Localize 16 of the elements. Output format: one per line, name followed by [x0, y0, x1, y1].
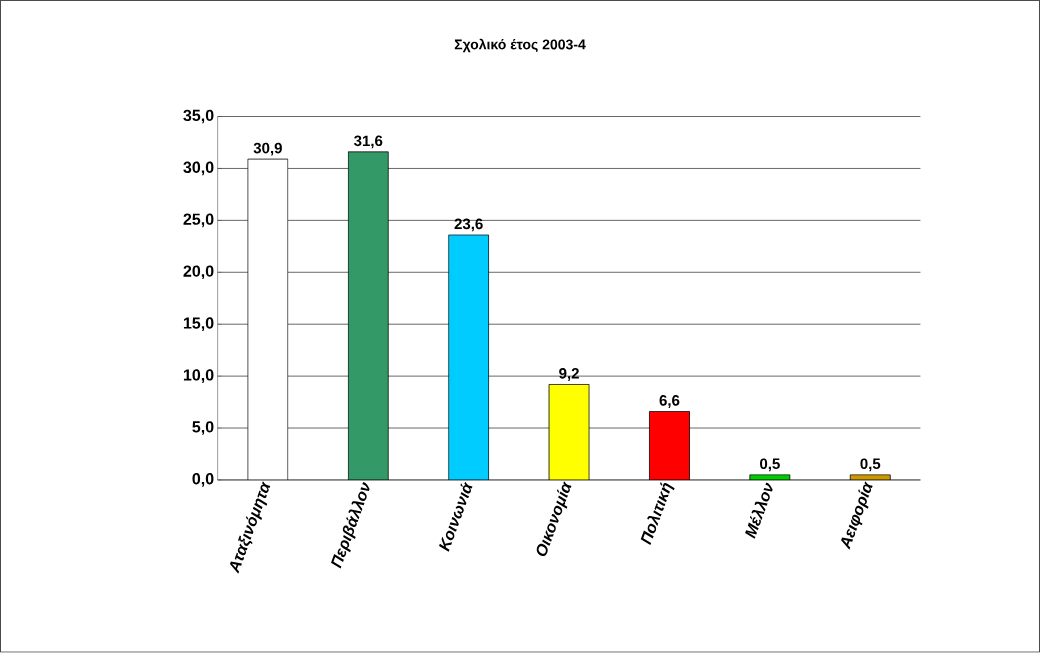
y-tick-label: 25,0 — [183, 213, 214, 228]
data-label: 30,9 — [253, 142, 282, 156]
data-label: 0,5 — [760, 458, 780, 472]
chart-title: Σχολικό έτος 2003-4 — [454, 38, 586, 53]
y-tick-label: 20,0 — [183, 265, 214, 280]
y-tick-label: 35,0 — [183, 109, 214, 124]
y-tick-label: 10,0 — [183, 369, 214, 384]
data-label: 31,6 — [353, 135, 383, 149]
data-label: 0,5 — [860, 458, 881, 472]
y-tick-label: 0,0 — [192, 473, 214, 487]
data-label: 9,2 — [559, 368, 579, 382]
data-label: 6,6 — [659, 395, 680, 409]
data-label: 23,6 — [454, 218, 483, 232]
y-tick-label: 30,0 — [183, 161, 214, 176]
y-tick-label: 15,0 — [183, 317, 214, 332]
y-tick-label: 5,0 — [192, 421, 214, 436]
